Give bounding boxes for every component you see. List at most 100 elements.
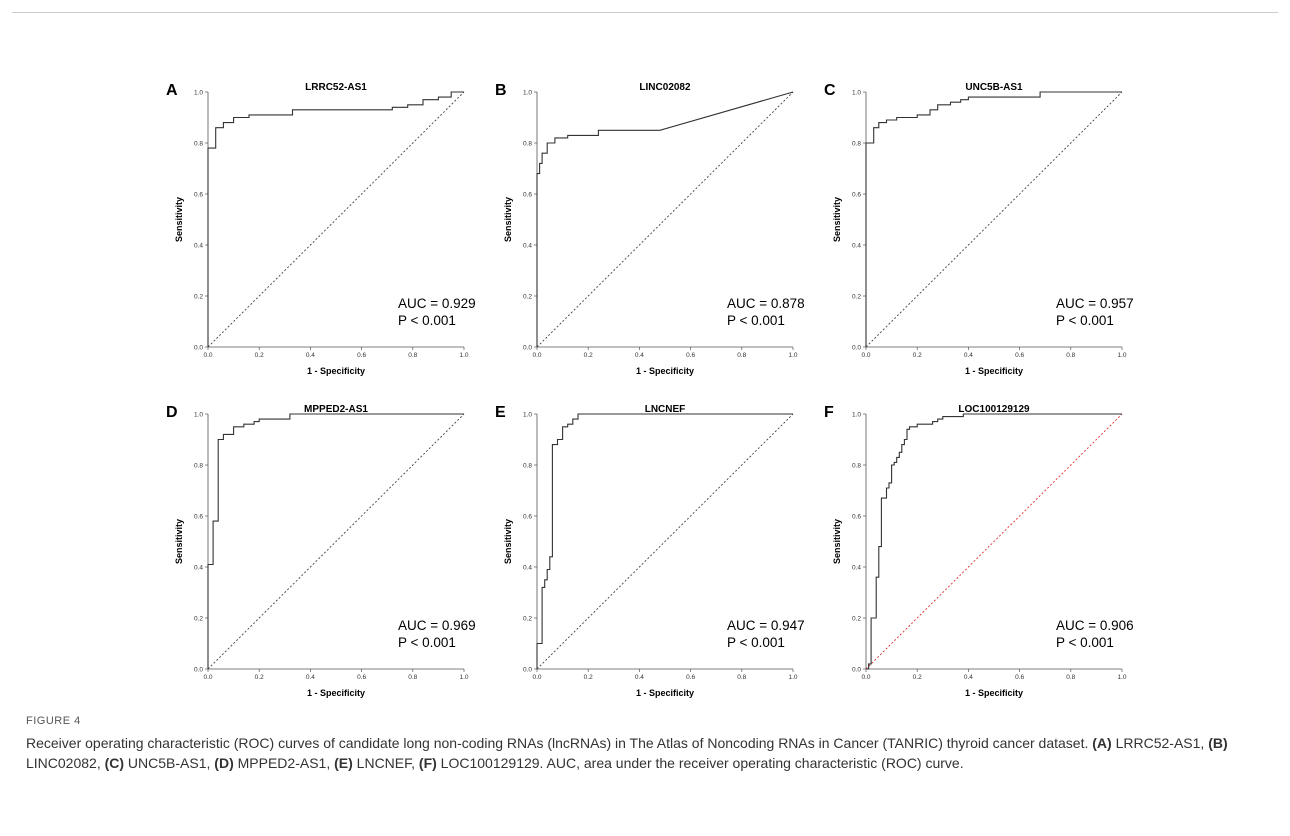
roc-curve — [207, 91, 464, 347]
y-tick-label: 0.2 — [523, 294, 532, 301]
y-tick-label: 0.4 — [194, 565, 203, 572]
x-tick-label: 1.0 — [1117, 352, 1126, 359]
panel-letter: D — [166, 404, 178, 421]
panel-title: LINC02082 — [639, 82, 691, 93]
reference-line — [207, 413, 465, 670]
y-tick-label: 0.2 — [852, 294, 861, 301]
caption-panel-ref: (E) — [334, 755, 353, 771]
reference-line — [865, 413, 1123, 670]
figure-frame — [12, 12, 1278, 825]
auc-text: AUC = 0.929 — [398, 296, 476, 311]
caption-text-part: LRRC52-AS1, — [1111, 735, 1209, 751]
y-tick-label: 0.0 — [194, 667, 203, 674]
x-tick-label: 0.4 — [964, 352, 973, 359]
x-tick-label: 0.6 — [686, 352, 695, 359]
p-value-text: P < 0.001 — [398, 635, 456, 650]
y-axis-label: Sensitivity — [503, 519, 513, 564]
y-tick-label: 0.6 — [194, 192, 203, 199]
y-tick-label: 0.4 — [194, 243, 203, 250]
panel-letter: A — [166, 82, 178, 99]
y-tick-label: 0.0 — [194, 345, 203, 352]
panel-title: LOC100129129 — [958, 404, 1030, 415]
x-tick-label: 0.2 — [584, 352, 593, 359]
y-tick-label: 1.0 — [852, 412, 861, 419]
y-axis-label: Sensitivity — [503, 197, 513, 242]
y-tick-label: 0.2 — [194, 294, 203, 301]
x-tick-label: 0.2 — [913, 674, 922, 681]
roc-curve — [865, 91, 1122, 347]
x-tick-label: 1.0 — [459, 352, 468, 359]
x-tick-label: 1.0 — [1117, 674, 1126, 681]
x-tick-label: 0.8 — [408, 352, 417, 359]
x-tick-label: 0.4 — [964, 674, 973, 681]
roc-panel-d: D MPPED2-AS1 0.0 0.2 0.4 0.6 0.8 1.0 0.0 0.2 0.4 0.… — [166, 404, 476, 698]
y-tick-label: 0.6 — [852, 192, 861, 199]
x-tick-label: 0.6 — [1015, 674, 1024, 681]
caption-text-part: LNCNEF, — [352, 755, 419, 771]
caption-text-part: LINC02082, — [26, 755, 105, 771]
y-tick-label: 0.6 — [523, 192, 532, 199]
y-tick-label: 1.0 — [523, 412, 532, 419]
panel-title: UNC5B-AS1 — [965, 82, 1023, 93]
panel-title: LNCNEF — [645, 404, 686, 415]
x-tick-label: 0.0 — [861, 674, 870, 681]
p-value-text: P < 0.001 — [398, 313, 456, 328]
y-tick-label: 0.6 — [852, 514, 861, 521]
x-tick-label: 1.0 — [788, 352, 797, 359]
y-tick-label: 0.4 — [852, 565, 861, 572]
y-axis-label: Sensitivity — [832, 519, 842, 564]
y-tick-label: 0.8 — [194, 463, 203, 470]
roc-panel-b: B LINC02082 0.0 0.2 0.4 0.6 0.8 1.0 0.0 0.2 0.4 0.6… — [495, 82, 805, 376]
roc-panel-f: F LOC100129129 0.0 0.2 0.4 0.6 0.8 1.0 0.0 0.2 0.4… — [824, 404, 1134, 698]
y-tick-label: 0.8 — [523, 141, 532, 148]
reference-line — [207, 91, 465, 348]
y-tick-label: 0.0 — [523, 345, 532, 352]
x-tick-label: 0.0 — [861, 352, 870, 359]
panel-letter: F — [824, 404, 834, 421]
x-tick-label: 0.6 — [686, 674, 695, 681]
caption-text-part: Receiver operating characteristic (ROC) … — [26, 735, 1093, 751]
figure-caption: Receiver operating characteristic (ROC) … — [26, 733, 1266, 773]
y-axis-label: Sensitivity — [832, 197, 842, 242]
x-tick-label: 0.2 — [255, 674, 264, 681]
x-axis-label: 1 - Specificity — [307, 366, 365, 376]
roc-curve — [536, 413, 793, 669]
roc-panel-e: E LNCNEF 0.0 0.2 0.4 0.6 0.8 1.0 0.0 0.2 0.4 0.6 0.8… — [495, 404, 805, 698]
x-tick-label: 0.0 — [203, 674, 212, 681]
x-tick-label: 0.8 — [408, 674, 417, 681]
x-tick-label: 1.0 — [788, 674, 797, 681]
x-axis-label: 1 - Specificity — [965, 366, 1023, 376]
x-tick-label: 0.0 — [532, 674, 541, 681]
y-tick-label: 0.8 — [523, 463, 532, 470]
caption-text-part: UNC5B-AS1, — [124, 755, 215, 771]
y-tick-label: 0.4 — [523, 565, 532, 572]
x-tick-label: 0.0 — [203, 352, 212, 359]
y-axis-label: Sensitivity — [174, 519, 184, 564]
x-tick-label: 0.6 — [357, 352, 366, 359]
x-axis-label: 1 - Specificity — [636, 366, 694, 376]
y-tick-label: 0.2 — [523, 616, 532, 623]
panel-letter: C — [824, 82, 836, 99]
caption-panel-ref: (B) — [1208, 735, 1228, 751]
x-axis-label: 1 - Specificity — [636, 688, 694, 698]
x-tick-label: 0.0 — [532, 352, 541, 359]
reference-line — [536, 91, 794, 348]
x-tick-label: 0.8 — [737, 674, 746, 681]
reference-line — [536, 413, 794, 670]
x-tick-label: 0.4 — [635, 352, 644, 359]
caption-text-part: LOC100129129. AUC, area under the receiv… — [436, 755, 964, 771]
x-tick-label: 0.8 — [1066, 674, 1075, 681]
y-tick-label: 0.0 — [852, 667, 861, 674]
panel-title: MPPED2-AS1 — [304, 404, 368, 415]
y-tick-label: 0.0 — [852, 345, 861, 352]
auc-text: AUC = 0.878 — [727, 296, 805, 311]
y-tick-label: 0.2 — [852, 616, 861, 623]
y-tick-label: 0.8 — [852, 463, 861, 470]
y-tick-label: 1.0 — [194, 90, 203, 97]
x-tick-label: 0.2 — [584, 674, 593, 681]
caption-panel-ref: (A) — [1092, 735, 1112, 751]
x-axis-label: 1 - Specificity — [307, 688, 365, 698]
y-tick-label: 0.4 — [523, 243, 532, 250]
x-tick-label: 1.0 — [459, 674, 468, 681]
